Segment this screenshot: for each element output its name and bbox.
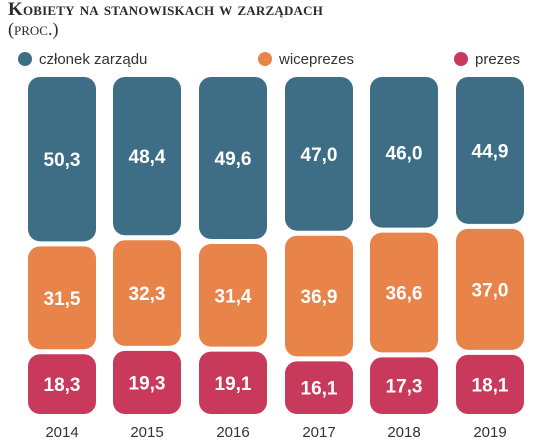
- year-label-2017: 2017: [302, 424, 335, 441]
- legend-label-2: prezes: [475, 51, 520, 68]
- bar-2017-0: [285, 77, 353, 231]
- bar-2018-2: [370, 357, 438, 414]
- year-label-2019: 2019: [473, 424, 506, 441]
- value-label-2018-1: 36,6: [386, 283, 423, 304]
- chart-title: Kobiety na stanowiskach w zarządach: [8, 0, 324, 20]
- bar-2014-2: [28, 354, 96, 414]
- value-label-2014-1: 31,5: [44, 289, 81, 310]
- chart-subtitle: (proc.): [8, 19, 59, 39]
- value-label-2014-0: 50,3: [44, 150, 81, 171]
- value-label-2017-0: 47,0: [301, 145, 338, 166]
- bar-2015-2: [113, 350, 181, 414]
- legend-label-1: wiceprezes: [278, 51, 354, 68]
- year-label-2014: 2014: [45, 424, 78, 441]
- bar-2018-1: [370, 232, 438, 353]
- bar-2019-2: [456, 354, 524, 414]
- value-label-2014-2: 18,3: [44, 375, 81, 396]
- value-label-2016-0: 49,6: [215, 149, 252, 170]
- bar-2016-0: [199, 77, 267, 240]
- value-label-2018-0: 46,0: [386, 143, 423, 164]
- year-label-2018: 2018: [387, 424, 420, 441]
- value-label-2017-1: 36,9: [301, 287, 338, 308]
- value-label-2016-1: 31,4: [215, 286, 252, 307]
- value-label-2017-2: 16,1: [301, 379, 338, 400]
- value-label-2019-2: 18,1: [472, 375, 509, 396]
- value-label-2016-2: 19,1: [215, 374, 252, 395]
- year-label-2015: 2015: [130, 424, 163, 441]
- bar-2014-0: [28, 77, 96, 242]
- legend-label-0: członek zarządu: [39, 51, 147, 68]
- value-label-2015-0: 48,4: [129, 147, 166, 168]
- year-label-2016: 2016: [216, 424, 249, 441]
- bar-2019-1: [456, 228, 524, 350]
- bar-2016-1: [199, 244, 267, 347]
- bar-2015-0: [113, 77, 181, 236]
- bar-2015-1: [113, 240, 181, 346]
- legend-swatch-2: [454, 52, 468, 66]
- title-block: Kobiety na stanowiskach w zarządach (pro…: [8, 0, 323, 38]
- value-label-2018-2: 17,3: [386, 377, 423, 398]
- bar-2017-1: [285, 235, 353, 357]
- bar-2016-2: [199, 351, 267, 414]
- legend-swatch-1: [258, 52, 272, 66]
- bar-2017-2: [285, 361, 353, 414]
- value-label-2015-2: 19,3: [129, 373, 166, 394]
- bar-2019-0: [456, 77, 524, 224]
- value-label-2015-1: 32,3: [129, 284, 166, 305]
- value-label-2019-0: 44,9: [472, 141, 509, 162]
- value-label-2019-1: 37,0: [472, 280, 509, 301]
- bar-2014-1: [28, 246, 96, 350]
- bar-2018-0: [370, 77, 438, 228]
- legend-swatch-0: [18, 52, 32, 66]
